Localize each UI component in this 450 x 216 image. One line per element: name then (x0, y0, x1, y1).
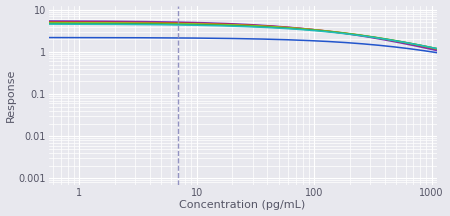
Y-axis label: Response: Response (5, 69, 16, 122)
X-axis label: Concentration (pg/mL): Concentration (pg/mL) (180, 200, 306, 210)
